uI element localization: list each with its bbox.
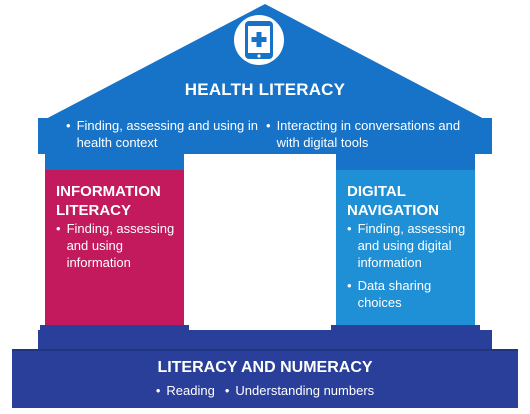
roof-bullet-2-text: Interacting in conversations and with di… <box>276 118 461 150</box>
left-pillar-bullet-1: Finding, assessing and using information <box>66 221 175 270</box>
roof-bullet-1-text: Finding, assessing and using in health c… <box>76 118 258 150</box>
base-title: LITERACY AND NUMERACY <box>157 359 373 376</box>
base-bullet-1: Reading <box>166 383 215 398</box>
tablet-medical-cross-icon <box>234 15 284 65</box>
left-pillar-title: INFORMATION LITERACY <box>56 183 161 219</box>
roof-bullet-2: • Interacting in conversations and with … <box>266 117 476 151</box>
left-pillar <box>45 170 184 330</box>
roof-beam-right-under <box>336 152 475 170</box>
right-pillar-bullet-2: Data sharing choices <box>357 278 432 310</box>
base-bullets: • Reading • Understanding numbers <box>0 382 530 399</box>
left-pillar-bullets: • Finding, assessing and using informati… <box>56 220 184 271</box>
roof-title: HEALTH LITERACY <box>184 80 346 99</box>
bullet-marker: • <box>66 118 71 133</box>
bullet-marker: • <box>56 221 61 236</box>
roof-beam <box>38 118 492 154</box>
bullet-marker: • <box>224 383 230 398</box>
right-pillar-capital <box>331 325 480 333</box>
roof-bullet-1: • Finding, assessing and using in health… <box>66 117 266 151</box>
bullet-marker: • <box>347 221 352 236</box>
right-pillar <box>336 170 475 330</box>
base-step-lower <box>12 350 518 408</box>
base-bullet-2: Understanding numbers <box>235 383 375 398</box>
bullet-marker: • <box>266 118 271 133</box>
right-pillar-bullet-1: Finding, assessing and using digital inf… <box>357 221 466 270</box>
right-pillar-bullets: • Finding, assessing and using digital i… <box>347 220 475 317</box>
roof-beam-left-under <box>45 152 184 170</box>
left-pillar-capital <box>40 325 189 333</box>
bullet-marker: • <box>155 383 161 398</box>
right-pillar-title: DIGITAL NAVIGATION <box>347 183 439 219</box>
bullet-marker: • <box>347 278 352 293</box>
